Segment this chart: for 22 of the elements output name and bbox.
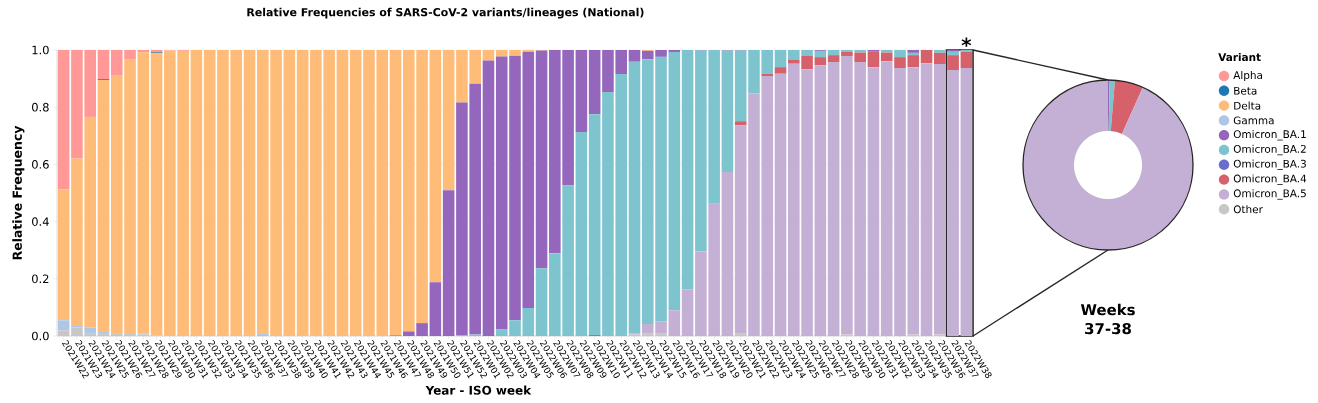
y-tick-label: 0.4 (32, 217, 49, 226)
chart-title: Relative Frequencies of SARS-CoV-2 variants/lineages (National) (247, 7, 644, 19)
legend-label: Omicron_BA.4 (1233, 174, 1307, 185)
legend-label: Gamma (1233, 116, 1274, 125)
legend-label: Omicron_BA.3 (1233, 159, 1306, 171)
y-tick-label: 0.6 (32, 160, 49, 169)
legend-label: Beta (1234, 86, 1257, 95)
legend-label: Omicron_BA.5 (1233, 189, 1306, 200)
legend-label: Omicron_BA.2 (1233, 144, 1306, 156)
y-tick-label: 1.0 (32, 45, 49, 55)
y-tick-label: 0.2 (32, 274, 49, 284)
x-axis-title: Year - ISO week (425, 385, 532, 395)
y-axis-title: Relative Frequency (12, 125, 25, 260)
legend-title: Variant (1218, 52, 1261, 62)
legend-label: Other (1233, 205, 1263, 214)
legend-label: Delta (1234, 101, 1261, 110)
legend-label: Omicron_BA.1 (1233, 130, 1306, 141)
text: Weeks 37-38 (1080, 303, 1135, 335)
annotation: * (961, 37, 972, 47)
y-tick-label: 0.8 (32, 102, 49, 112)
y-tick-label: 0.0 (32, 331, 49, 341)
legend-label: Alpha (1233, 70, 1262, 82)
